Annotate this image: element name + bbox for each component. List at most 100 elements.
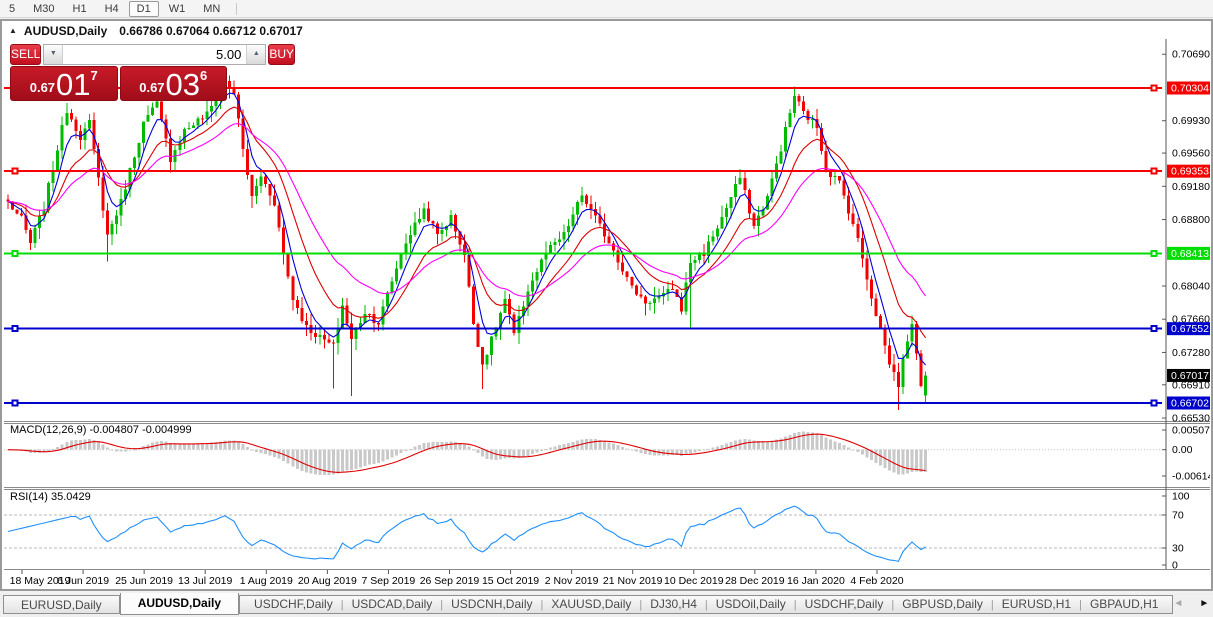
tab-separator: | [891, 598, 895, 611]
chart-symbol-label: AUDUSD,Daily [23, 23, 108, 38]
sell-price-big-digits: 01 [56, 67, 91, 102]
svg-text:0.67017: 0.67017 [1171, 370, 1209, 382]
svg-text:7 Sep 2019: 7 Sep 2019 [362, 575, 416, 587]
timeframe-button-h4[interactable]: H4 [104, 2, 119, 15]
chart-tab-xauusd-daily[interactable]: XAUUSD,Daily [551, 597, 632, 611]
chart-tab-gbpusd-daily[interactable]: GBPUSD,Daily [902, 597, 983, 611]
sell-price-panel[interactable]: 0.67 01 7 [10, 66, 118, 101]
svg-text:100: 100 [1172, 491, 1190, 503]
macd-histogram [6, 431, 928, 476]
volume-increase-button[interactable]: ▲ [246, 45, 266, 64]
buy-price-pip-digit: 6 [200, 68, 208, 83]
svg-text:18 May 2019: 18 May 2019 [10, 575, 71, 587]
svg-text:0.69353: 0.69353 [1171, 166, 1209, 178]
timeframe-button-m30[interactable]: M30 [33, 2, 55, 15]
chart-tab-bar: EURUSD,Daily AUDUSD,Daily USDCHF,Daily | USD… [0, 593, 1213, 617]
svg-text:0.66702: 0.66702 [1171, 397, 1209, 409]
tab-separator: | [793, 598, 797, 611]
svg-text:0.70304: 0.70304 [1171, 83, 1209, 95]
candlesticks [6, 72, 928, 411]
timeframe-button-d1[interactable]: D1 [128, 0, 159, 17]
horizontal-support-resistance-lines[interactable] [4, 84, 1162, 407]
toolbar-separator [236, 2, 238, 15]
tab-separator: | [639, 598, 643, 611]
svg-text:0.69930: 0.69930 [1172, 115, 1210, 127]
svg-text:26 Sep 2019: 26 Sep 2019 [420, 575, 480, 587]
svg-text:20 Aug 2019: 20 Aug 2019 [298, 575, 357, 587]
svg-text:4 Feb 2020: 4 Feb 2020 [850, 575, 903, 587]
trade-prices-row: 0.67 01 7 0.67 03 6 [10, 66, 227, 101]
svg-text:0.68413: 0.68413 [1171, 248, 1209, 260]
sell-button[interactable]: SELL [10, 44, 42, 65]
volume-decrease-button[interactable]: ▼ [44, 45, 64, 64]
chart-tab-usdchf-daily[interactable]: USDCHF,Daily [254, 597, 333, 611]
chart-tab-active-audusd-daily[interactable]: AUDUSD,Daily [119, 593, 240, 615]
tab-separator: | [704, 598, 708, 611]
chart-title: ▲ AUDUSD,Daily 0.66786 0.67064 0.66712 0… [9, 23, 303, 38]
chart-tab-usdchf-daily[interactable]: USDCHF,Daily [804, 597, 884, 611]
chart-tab-usdcad-daily[interactable]: USDCAD,Daily [351, 597, 433, 611]
buy-button[interactable]: BUY [268, 44, 296, 65]
tab-separator: | [990, 598, 994, 611]
svg-text:25 Jun 2019: 25 Jun 2019 [115, 575, 173, 587]
chart-tab-dj30-h4[interactable]: DJ30,H4 [650, 597, 697, 611]
svg-text:30: 30 [1172, 543, 1184, 555]
buy-price-panel[interactable]: 0.67 03 6 [119, 66, 227, 102]
macd-indicator-label: MACD(12,26,9) -0.004807 -0.004999 [10, 424, 192, 436]
tab-scroll-right-icon[interactable]: ► [1199, 598, 1210, 609]
chart-tab-usdcnh-daily[interactable]: USDCNH,Daily [451, 597, 533, 611]
timeframe-button-w1[interactable]: W1 [168, 2, 186, 15]
svg-text:0.67552: 0.67552 [1171, 323, 1209, 335]
svg-text:0.70690: 0.70690 [1172, 49, 1210, 61]
sell-price-pip-digit: 7 [90, 68, 98, 83]
timeframe-button-h1[interactable]: H1 [72, 2, 87, 15]
tab-separator: | [1079, 598, 1082, 611]
svg-text:16 Jan 2020: 16 Jan 2020 [787, 575, 845, 587]
chart-window: ▲ AUDUSD,Daily 0.66786 0.67064 0.66712 0… [0, 19, 1213, 591]
svg-text:13 Jul 2019: 13 Jul 2019 [178, 575, 232, 587]
svg-text:0.00: 0.00 [1172, 444, 1193, 456]
indicator-axis-labels: 0.005076 0.00 -0.006148 100 70 30 0 [1162, 425, 1210, 572]
svg-text:0.67280: 0.67280 [1172, 347, 1210, 359]
timeframe-toolbar: 5 M30 H1 H4 D1 W1 MN [0, 0, 1213, 18]
svg-text:0.66910: 0.66910 [1172, 379, 1210, 391]
svg-text:10 Dec 2019: 10 Dec 2019 [664, 575, 724, 587]
svg-text:2 Nov 2019: 2 Nov 2019 [545, 575, 599, 587]
moving-averages [7, 92, 927, 366]
svg-text:0.68800: 0.68800 [1172, 214, 1210, 226]
svg-text:1 Aug 2019: 1 Aug 2019 [240, 575, 293, 587]
sell-price-prefix: 0.67 [29, 80, 56, 95]
rsi-pane [4, 505, 1162, 563]
price-axis[interactable]: 0.70690 0.69930 0.69560 0.69180 0.68800 0.680… [1162, 49, 1210, 425]
svg-text:0.68040: 0.68040 [1172, 280, 1210, 292]
tab-scroll-arrows: ◄ ► [1173, 593, 1213, 609]
svg-text:0.66530: 0.66530 [1172, 413, 1210, 425]
chart-tab-eurusd-daily[interactable]: EURUSD,Daily [3, 595, 120, 614]
timeframe-button-5[interactable]: 5 [9, 2, 16, 15]
svg-text:21 Nov 2019: 21 Nov 2019 [603, 575, 663, 587]
tab-separator: | [340, 598, 344, 611]
tab-scroll-left-icon[interactable]: ◄ [1173, 598, 1184, 609]
volume-stepper: ▼ ▲ [43, 44, 267, 65]
chart-tab-usdoil-daily[interactable]: USDOil,Daily [715, 597, 786, 611]
svg-text:0.69560: 0.69560 [1172, 148, 1210, 160]
svg-text:0: 0 [1172, 560, 1178, 572]
volume-input[interactable] [63, 45, 247, 64]
svg-text:-0.006148: -0.006148 [1172, 470, 1210, 482]
buy-price-big-digits: 03 [165, 67, 201, 102]
trade-controls-row: SELL ▼ ▲ BUY [10, 44, 296, 65]
tab-separator: | [440, 598, 444, 611]
buy-price-prefix: 0.67 [139, 80, 165, 95]
chart-tab-eurusd-h1[interactable]: EURUSD,H1 [1001, 597, 1072, 611]
tab-separator: | [540, 598, 544, 611]
chart-tab-gbpaud-h1[interactable]: GBPAUD,H1 [1089, 597, 1159, 611]
timeframe-button-mn[interactable]: MN [203, 2, 221, 15]
svg-text:15 Oct 2019: 15 Oct 2019 [482, 575, 539, 587]
chart-tab-group: USDCHF,Daily | USDCAD,Daily | USDCNH,Daily | X… [239, 595, 1174, 614]
rsi-indicator-label: RSI(14) 35.0429 [10, 491, 91, 503]
svg-text:70: 70 [1172, 510, 1184, 522]
collapse-triangle-icon[interactable]: ▲ [9, 26, 17, 35]
price-chart-canvas[interactable]: 0.70690 0.69930 0.69560 0.69180 0.68800 0.680… [4, 39, 1210, 589]
